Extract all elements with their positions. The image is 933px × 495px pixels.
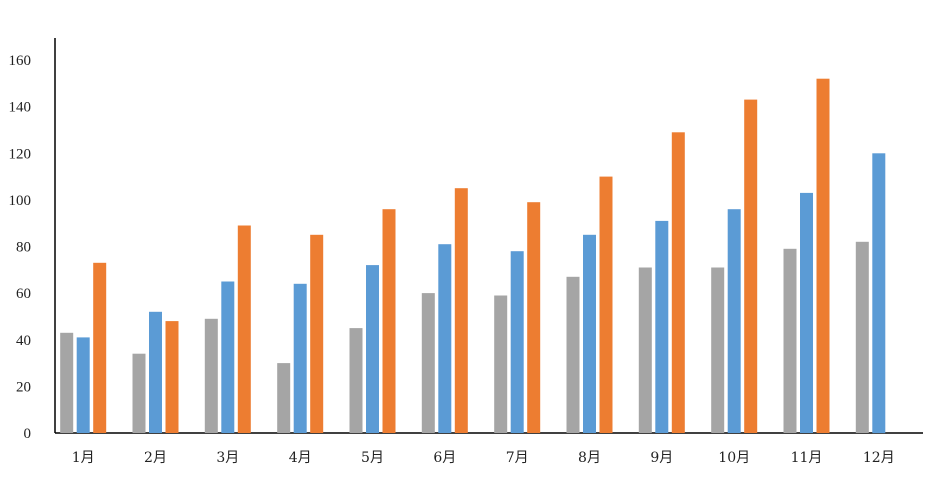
bar: [655, 220, 669, 433]
x-tick-label: 11月: [791, 450, 823, 466]
bar: [277, 363, 291, 433]
x-tick-label: 6月: [433, 450, 456, 466]
bar: [149, 311, 162, 433]
x-tick-label: 7月: [506, 450, 529, 466]
bar: [310, 234, 324, 433]
bar: [566, 276, 580, 433]
x-tick-label: 2月: [144, 450, 167, 466]
bar: [438, 244, 452, 433]
y-tick-label: 100: [9, 193, 32, 209]
bar: [132, 353, 146, 433]
bar: [599, 176, 613, 433]
y-tick-label: 140: [9, 100, 32, 116]
x-tick-labels: 1月 2月 3月 4月 5月 6月 7月 8月 9月 10月 11月 12月: [72, 450, 895, 466]
axes: [54, 38, 923, 434]
x-tick-label: 9月: [650, 450, 673, 466]
bar: [783, 248, 797, 433]
bar: [221, 281, 235, 433]
y-tick-label: 40: [16, 333, 31, 349]
y-tick-label: 160: [9, 53, 32, 69]
bar: [583, 234, 596, 433]
x-tick-label: 5月: [361, 450, 384, 466]
x-tick-label: 8月: [578, 450, 601, 466]
bar: [60, 332, 74, 433]
y-tick-label: 20: [16, 379, 31, 395]
bar: [671, 132, 685, 434]
bar: [816, 78, 830, 433]
x-tick-label: 1月: [72, 450, 95, 466]
bar: [527, 202, 541, 433]
x-tick-label: 4月: [289, 450, 312, 466]
y-tick-label: 120: [9, 146, 32, 162]
y-tick-label: 60: [16, 286, 31, 302]
bar: [454, 188, 468, 433]
bar: [494, 295, 508, 433]
bar: [382, 209, 396, 433]
bar: [421, 293, 435, 433]
bar: [744, 99, 758, 433]
bar: [349, 328, 363, 433]
x-tick-label: 10月: [718, 450, 750, 466]
y-tick-label: 80: [16, 240, 31, 256]
bar: [800, 192, 813, 433]
y-tick-label: 0: [24, 426, 32, 442]
bar: [93, 262, 107, 433]
bar: [855, 241, 869, 433]
bar: [366, 265, 379, 433]
x-tick-label: 3月: [216, 450, 239, 466]
bar: [727, 209, 741, 433]
bar: [165, 321, 179, 433]
bar: [237, 225, 251, 433]
bar: [638, 267, 652, 433]
bar: [510, 251, 524, 433]
y-tick-labels: 0 20 40 60 80 100 120 140 160: [9, 53, 32, 442]
bar: [293, 283, 307, 433]
bar: [872, 153, 886, 434]
bar: [204, 318, 218, 433]
bar: [711, 267, 725, 433]
x-tick-label: 12月: [863, 450, 895, 466]
bars: [60, 78, 886, 434]
bar: [76, 337, 90, 433]
